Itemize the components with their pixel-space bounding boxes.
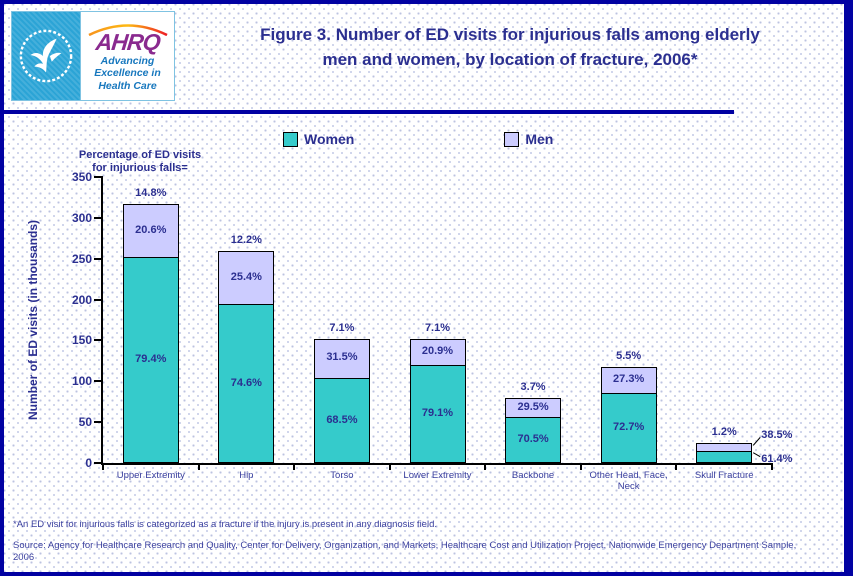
segment-percent-label: 79.1% [421, 406, 454, 419]
bar-total-percent: 12.2% [230, 233, 262, 246]
ahrq-tagline: Advancing Excellence in Health Care [94, 55, 161, 92]
ahrq-logo: AHRQ Advancing Excellence in Health Care [11, 11, 175, 101]
segment-percent-label: 31.5% [326, 351, 358, 364]
x-tick-mark [771, 465, 773, 470]
segment-percent-label: 20.9% [421, 344, 454, 357]
segment-percent-label: 74.6% [230, 376, 262, 389]
figure-title-line1: Figure 3. Number of ED visits for injuri… [260, 25, 760, 44]
bar-total-percent: 3.7% [520, 381, 546, 394]
bar-segment-men [218, 250, 275, 306]
bar-total-percent: 14.8% [135, 186, 167, 199]
legend-label-women: Women [304, 131, 355, 147]
bar-segment-women [696, 450, 753, 463]
bar-segment-women [122, 257, 179, 463]
x-axis-line [101, 463, 773, 465]
percentage-annotation: Percentage of ED visits for injurious fa… [78, 149, 202, 174]
y-tick-label: 350 [71, 170, 92, 184]
x-tick-mark [579, 465, 582, 470]
legend-item-men: Men [504, 131, 553, 147]
page-border-bottom [0, 572, 853, 576]
y-tick-mark [94, 298, 101, 301]
hhs-eagle-icon [19, 29, 73, 83]
y-axis-line [101, 176, 103, 465]
y-tick-mark [94, 380, 101, 383]
footnote-asterisk: *An ED visit for injurious falls is cate… [13, 519, 438, 530]
page-border-left [0, 0, 4, 576]
y-tick-label: 150 [71, 333, 92, 348]
x-tick-mark [293, 465, 296, 470]
chart-legend: Women Men [283, 131, 553, 147]
bar-segment-men [313, 338, 370, 380]
page-border-right [844, 0, 853, 576]
segment-percent-label-outside: 38.5% [761, 429, 793, 442]
y-tick-label: 50 [78, 415, 92, 430]
x-tick-mark [484, 465, 487, 470]
figure-title-line2: men and women, by location of fracture, … [322, 50, 698, 69]
header-divider-line [0, 110, 734, 114]
bar-segment-men [409, 338, 466, 366]
y-tick-label: 300 [71, 210, 92, 225]
figure-title: Figure 3. Number of ED visits for injuri… [185, 22, 835, 72]
bar-total-percent: 7.1% [424, 321, 451, 334]
legend-swatch-women [283, 131, 298, 147]
x-tick-mark [197, 465, 200, 470]
bar-segment-men [505, 398, 562, 419]
y-tick-label: 0 [85, 456, 92, 470]
x-tick-mark [102, 465, 104, 470]
bar-segment-men [696, 443, 753, 452]
segment-percent-label: 68.5% [326, 413, 358, 426]
bar-segment-women [600, 392, 657, 463]
y-tick-mark [94, 176, 101, 178]
x-category-label: Torso [330, 470, 354, 481]
bar-segment-women [218, 304, 275, 463]
segment-percent-label-outside: 61.4% [761, 452, 793, 465]
x-category-label: Lower Extremity [403, 470, 472, 481]
bar-segment-men [122, 203, 179, 259]
hhs-logo-square [12, 12, 80, 100]
segment-percent-label: 25.4% [230, 270, 262, 283]
rainbow-arc-icon [87, 24, 168, 37]
y-tick-label: 200 [71, 292, 92, 307]
segment-percent-label: 79.4% [135, 353, 167, 366]
bar-segment-men [600, 366, 657, 394]
y-tick-mark [94, 421, 101, 424]
page-border-top [0, 0, 853, 4]
bar-segment-women [313, 378, 370, 463]
segment-percent-label: 29.5% [517, 400, 549, 413]
x-category-label: Hip [239, 470, 254, 481]
bar-total-percent: 1.2% [711, 426, 737, 439]
segment-percent-label: 70.5% [517, 433, 549, 446]
segment-percent-label: 20.6% [135, 223, 167, 236]
footnote-source: Source: Agency for Healthcare Research a… [13, 540, 797, 563]
ahrq-acronym: AHRQ [94, 29, 161, 56]
bar-total-percent: 7.1% [329, 321, 355, 334]
y-tick-mark [94, 339, 101, 342]
y-tick-label: 250 [71, 251, 92, 266]
segment-percent-label: 27.3% [613, 372, 645, 385]
x-category-label: Backbone [511, 470, 555, 481]
bar-total-percent: 5.5% [616, 349, 642, 362]
x-category-label: Other Head, Face, Neck [589, 470, 668, 492]
x-category-label: Upper Extremity [116, 470, 185, 481]
y-axis-title: Number of ED visits (in thousands) [26, 220, 40, 421]
plot-area: 14.8% 20.6% 79.4% 12.2% 25.4% 74.6% 7.1% 31.5% 6… [103, 177, 792, 465]
ahrq-logo-text-box: AHRQ Advancing Excellence in Health Care [80, 12, 174, 100]
y-tick-mark [94, 462, 101, 464]
x-tick-mark [675, 465, 678, 470]
y-tick-mark [94, 257, 101, 260]
y-tick-label: 100 [71, 374, 92, 389]
x-tick-mark [388, 465, 391, 470]
x-category-label: Skull Fracture [694, 470, 754, 481]
legend-item-women: Women [283, 131, 354, 147]
segment-percent-label: 72.7% [613, 420, 645, 433]
legend-swatch-men [504, 131, 520, 147]
legend-label-men: Men [525, 131, 554, 147]
y-tick-mark [94, 216, 101, 219]
